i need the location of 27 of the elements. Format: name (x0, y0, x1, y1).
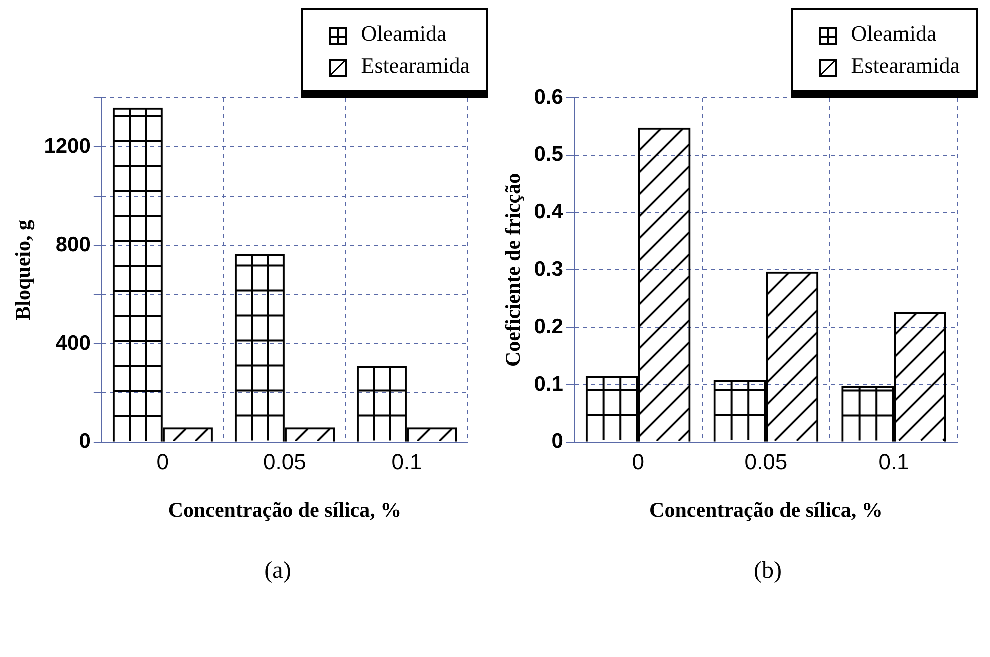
x-tick-label: 0.05 (264, 450, 306, 475)
legend-label: Oleamida (851, 21, 937, 46)
x-tick-label: 0.05 (744, 450, 788, 475)
x-tick-label: 0.1 (878, 450, 910, 475)
x-tick-label: 0 (632, 450, 644, 475)
y-axis-title: Bloqueio, g (11, 220, 36, 320)
y-tick-label: 0.6 (534, 86, 564, 109)
y-tick-label: 0.3 (534, 258, 564, 281)
y-tick-label: 0.4 (534, 200, 564, 224)
y-tick-label: 400 (56, 332, 91, 355)
y-tick-label: 0 (552, 430, 564, 454)
x-axis-title: Concentração de sílica, % (168, 498, 402, 522)
y-tick-label: 0.1 (534, 372, 564, 396)
y-tick-label: 0.5 (534, 143, 564, 166)
legend-label: Estearamida (361, 53, 470, 78)
x-axis-title: Concentração de sílica, % (650, 498, 883, 522)
y-tick-label: 0.2 (534, 315, 564, 338)
y-tick-label: 1200 (44, 134, 91, 158)
y-tick-label: 0 (79, 430, 91, 454)
y-axis-title: Coeficiente de fricção (501, 173, 526, 367)
text: (a) (264, 558, 292, 585)
x-tick-label: 0.1 (392, 450, 422, 475)
y-tick-label: 800 (56, 233, 91, 256)
legend-label: Oleamida (361, 21, 447, 46)
x-tick-label: 0 (156, 450, 170, 475)
text: (b) (753, 558, 783, 585)
legend-label: Estearamida (851, 53, 960, 78)
